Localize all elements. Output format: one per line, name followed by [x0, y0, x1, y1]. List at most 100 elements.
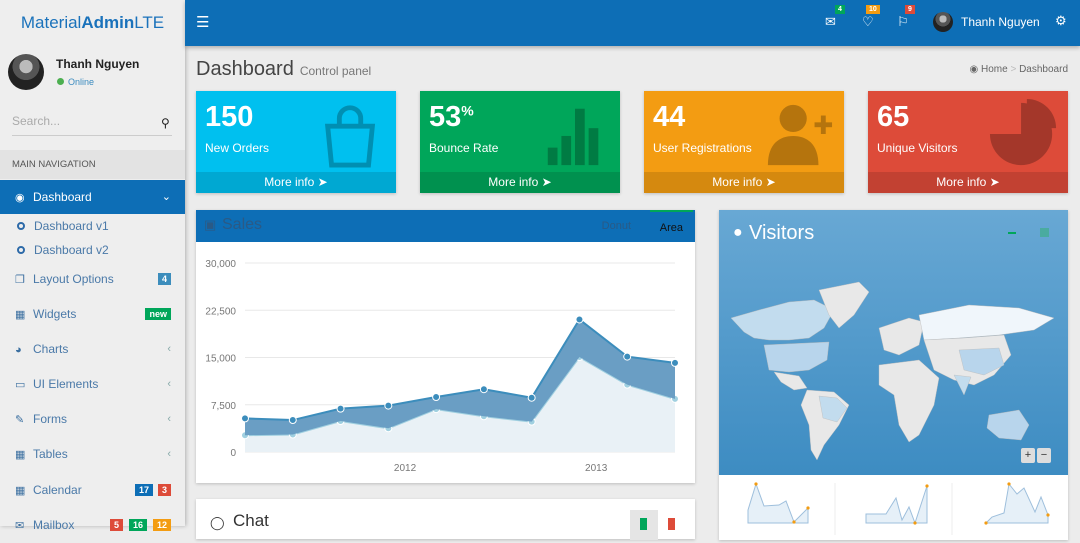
sidebar-item-mailbox[interactable]: ✉ Mailbox 12 16 5	[0, 508, 185, 542]
logo[interactable]: MaterialAdminLTE	[20, 13, 165, 32]
sales-header: ▣ Sales Donut Area	[196, 210, 695, 242]
map-russia	[918, 304, 1055, 341]
nav-header: MAIN NAVIGATION	[0, 150, 185, 179]
info-box-bounce-rate: 53% Bounce Rate More info ➤	[420, 91, 620, 193]
status-offline-button[interactable]	[668, 518, 675, 530]
sidebar-badge: 5	[109, 519, 123, 531]
arrow-circle-right-icon: ➤	[765, 175, 776, 189]
calendar-icon: ▦	[15, 485, 26, 497]
arrow-circle-right-icon: ➤	[989, 175, 1000, 189]
gears-icon[interactable]: ⚙	[1055, 13, 1067, 28]
map-china	[958, 347, 1005, 376]
map-zoom-out-button[interactable]: −	[1037, 448, 1051, 463]
visitors-box: ● Visitors + −	[719, 210, 1068, 540]
line-series-2	[244, 317, 676, 422]
data-point	[336, 404, 345, 413]
notifications-badge: 10	[866, 5, 880, 14]
area-series-2	[245, 319, 675, 436]
chat-title: Chat	[233, 511, 269, 530]
tab-donut[interactable]: Donut	[601, 220, 631, 232]
chevron-left-icon: ‹	[167, 343, 171, 355]
breadcrumb-home[interactable]: Home	[980, 64, 1008, 75]
collapse-button[interactable]	[1008, 232, 1016, 234]
sidebar-search-input[interactable]: Search...	[12, 111, 172, 136]
sales-box: ▣ Sales Donut Area 0 7,500 15,000 22,500 30,…	[196, 210, 695, 483]
sidebar-item-forms[interactable]: ✎ Forms ‹	[0, 402, 185, 436]
info-box-unique-visitors: 65 Unique Visitors More info ➤	[868, 91, 1068, 193]
more-info-link[interactable]: More info ➤	[868, 172, 1068, 193]
sidebar-item-dashboard[interactable]: ◉ Dashboard ⌄	[0, 180, 185, 214]
breadcrumb-current: Dashboard	[1019, 64, 1068, 75]
sidebar-item-label: Layout Options	[33, 272, 114, 286]
y-tick-label: 30,000	[205, 259, 236, 270]
status-online-button[interactable]	[630, 510, 658, 540]
info-box-label: Bounce Rate	[429, 141, 499, 155]
hamburger-menu-icon[interactable]: ☰	[196, 14, 210, 31]
circle-icon	[17, 222, 25, 230]
user-menu[interactable]: Thanh Nguyen	[961, 15, 1040, 29]
data-point	[432, 393, 441, 402]
top-navbar: ☰ ✉ 4 ♡ 10 ⚐ 9 Thanh Nguyen ⚙	[185, 0, 1080, 46]
sidebar-item-label: Tables	[33, 447, 68, 461]
map-greenland	[818, 281, 870, 329]
sparklines	[747, 482, 1050, 535]
inbox-icon: ▣	[204, 217, 217, 232]
sidebar-badge: 3	[157, 484, 171, 496]
map-europe	[878, 317, 925, 356]
arrow-circle-right-icon: ➤	[317, 175, 328, 189]
chevron-left-icon: ‹	[167, 448, 171, 460]
chat-box: ◯ Chat	[196, 499, 695, 540]
calendar-icon[interactable]	[1040, 228, 1049, 237]
flag-icon[interactable]: ⚐	[897, 14, 909, 29]
edit-icon: ✎	[15, 414, 25, 426]
search-icon[interactable]: ⚲	[161, 116, 170, 130]
info-box-user-registrations: 44 User Registrations More info ➤	[644, 91, 844, 193]
data-point	[384, 401, 393, 410]
tab-area[interactable]: Area	[649, 210, 693, 242]
info-box-value: 44	[653, 101, 686, 133]
info-box-value: 53%	[429, 101, 474, 133]
sidebar-item-widgets[interactable]: ▦ Widgets new	[0, 297, 185, 331]
map-india	[953, 374, 972, 396]
sidebar-item-tables[interactable]: ▦ Tables ‹	[0, 437, 185, 471]
world-map[interactable]: ● Visitors + −	[719, 210, 1068, 475]
world-map-svg	[730, 281, 1055, 461]
more-info-link[interactable]: More info ➤	[420, 172, 620, 193]
sidebar-item-label: Dashboard	[33, 190, 92, 204]
bell-icon[interactable]: ♡	[862, 14, 874, 29]
envelope-icon[interactable]: ✉	[825, 14, 836, 29]
shopping-bag-icon	[324, 105, 376, 168]
sidebar-item-layout-options[interactable]: ❐ Layout Options 4	[0, 262, 185, 296]
map-zoom-in-button[interactable]: +	[1021, 448, 1035, 463]
y-tick-label: 7,500	[211, 401, 236, 412]
user-avatar[interactable]	[933, 12, 953, 32]
data-point	[575, 315, 584, 324]
chevron-left-icon: ‹	[167, 413, 171, 425]
sidebar-badge: 12	[152, 519, 171, 531]
y-tick-label: 15,000	[205, 354, 236, 365]
sidebar-item-calendar[interactable]: ▦ Calendar 3 17	[0, 473, 185, 507]
sidebar-item-ui-elements[interactable]: ▭ UI Elements ‹	[0, 367, 185, 401]
sidebar-item-label: Mailbox	[33, 518, 75, 532]
sparkline-1	[747, 482, 809, 524]
user-name: Thanh Nguyen	[56, 57, 140, 71]
info-box-value: 65	[877, 101, 910, 133]
chevron-down-icon: ⌄	[161, 191, 171, 203]
sidebar-item-label: Calendar	[33, 483, 82, 497]
x-tick-label: 2012	[394, 463, 417, 474]
map-mexico	[773, 371, 808, 391]
data-point	[288, 416, 297, 425]
more-info-link[interactable]: More info ➤	[644, 172, 844, 193]
sidebar-subitem-dashboard-v2[interactable]: Dashboard v2	[17, 238, 109, 262]
avatar	[8, 54, 44, 90]
sidebar-badge: 4	[157, 273, 171, 285]
sidebar-item-charts[interactable]: ◕ Charts ‹	[0, 332, 185, 366]
sidebar-subitem-dashboard-v1[interactable]: Dashboard v1	[17, 214, 109, 238]
sidebar-badge: 16	[128, 519, 147, 531]
pie-chart-icon	[989, 99, 1057, 166]
map-brazil	[818, 395, 848, 423]
files-icon: ❐	[15, 274, 25, 286]
more-info-link[interactable]: More info ➤	[196, 172, 396, 193]
user-status: Online	[57, 77, 94, 87]
table-icon: ▦	[15, 449, 26, 461]
